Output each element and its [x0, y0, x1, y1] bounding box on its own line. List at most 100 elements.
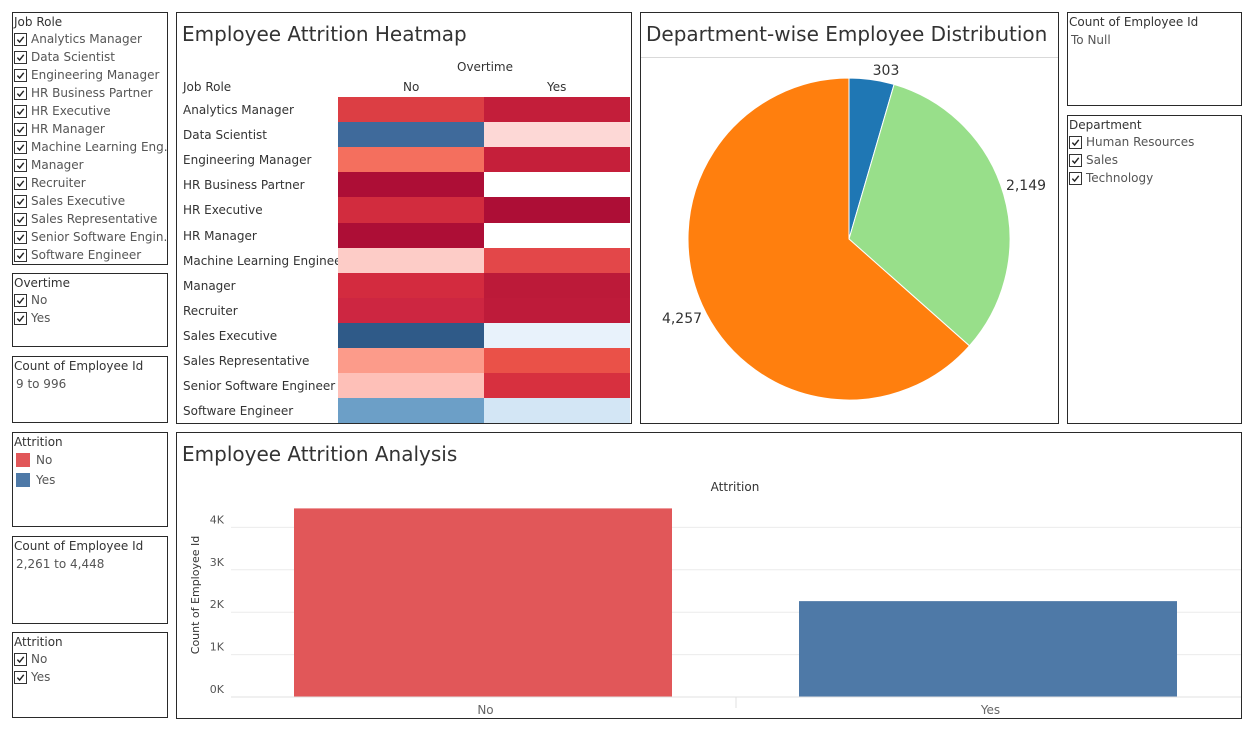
filter-item-manager[interactable]: Manager	[13, 156, 167, 174]
heatmap-col-no: No	[403, 80, 420, 94]
checkbox-checked-icon[interactable]	[14, 68, 27, 82]
heatmap-row-label: Recruiter	[183, 303, 238, 318]
checkbox-checked-icon[interactable]	[14, 311, 27, 325]
legend-item-no[interactable]: No	[16, 450, 167, 470]
bar-no[interactable]	[294, 508, 672, 697]
filter-item-human-resources[interactable]: Human Resources	[1068, 133, 1241, 151]
filter-item-machine-learning-eng[interactable]: Machine Learning Eng..	[13, 138, 167, 156]
heatmap-cell-recruiter-yes[interactable]	[484, 297, 630, 324]
heatmap-cell-manager-no[interactable]	[338, 272, 484, 299]
filter-item-recruiter[interactable]: Recruiter	[13, 174, 167, 192]
pie-slice-sales[interactable]	[848, 83, 1011, 347]
filter-item-label: Human Resources	[1086, 135, 1195, 149]
heatmap-row-label: Analytics Manager	[183, 103, 294, 117]
heatmap-cell-analytics-manager-no[interactable]	[338, 97, 484, 123]
checkbox-checked-icon[interactable]	[14, 670, 27, 684]
filter-item-label: Sales	[1086, 153, 1118, 167]
y-tick-label: 2K	[210, 598, 225, 611]
count-range-filter-3[interactable]: Count of Employee Id To Null	[1067, 12, 1242, 106]
heatmap-cell-data-scientist-yes[interactable]	[484, 122, 630, 148]
filter-item-technology[interactable]: Technology	[1068, 169, 1241, 187]
checkbox-checked-icon[interactable]	[14, 50, 27, 64]
checkbox-checked-icon[interactable]	[14, 293, 27, 307]
filter-item-label: Machine Learning Eng..	[31, 140, 167, 154]
checkbox-checked-icon[interactable]	[14, 104, 27, 118]
heatmap-cell-data-scientist-no[interactable]	[338, 122, 484, 148]
checkbox-checked-icon[interactable]	[14, 194, 27, 208]
checkbox-checked-icon[interactable]	[14, 652, 27, 666]
filter-item-no[interactable]: No	[13, 650, 167, 668]
filter-item-sales-representative[interactable]: Sales Representative	[13, 210, 167, 228]
heatmap-cell-software-engineer-yes[interactable]	[484, 398, 630, 423]
heatmap-cell-sales-representative-yes[interactable]	[484, 348, 630, 374]
heatmap-cell-senior-software-engineer-yes[interactable]	[484, 373, 630, 399]
filter-item-label: Manager	[31, 158, 84, 172]
pie-panel: Department-wise Employee Distribution 30…	[640, 12, 1059, 424]
filter-item-yes[interactable]: Yes	[13, 309, 167, 327]
heatmap-cell-hr-business-partner-yes[interactable]	[484, 172, 630, 198]
attrition-filter-title: Attrition	[14, 635, 63, 649]
filter-item-hr-business-partner[interactable]: HR Business Partner	[13, 84, 167, 102]
filter-item-analytics-manager[interactable]: Analytics Manager	[13, 30, 167, 48]
checkbox-checked-icon[interactable]	[14, 248, 27, 262]
filter-item-sales-executive[interactable]: Sales Executive	[13, 192, 167, 210]
heatmap-cell-sales-executive-no[interactable]	[338, 322, 484, 349]
heatmap-row-label: Data Scientist	[183, 128, 267, 143]
heatmap-title: Employee Attrition Heatmap	[182, 22, 467, 46]
heatmap-cell-sales-representative-no[interactable]	[338, 348, 484, 374]
filter-item-engineering-manager[interactable]: Engineering Manager	[13, 66, 167, 84]
heatmap-cell-analytics-manager-yes[interactable]	[484, 97, 630, 123]
bar-yes[interactable]	[799, 601, 1177, 697]
heatmap-cell-recruiter-no[interactable]	[338, 297, 484, 324]
heatmap-cell-hr-executive-yes[interactable]	[484, 197, 630, 223]
department-filter: Department Human Resources Sales Technolog…	[1067, 115, 1242, 424]
checkbox-checked-icon[interactable]	[14, 122, 27, 136]
pie-slice-technology[interactable]	[687, 77, 971, 401]
heatmap-col-yes: Yes	[547, 80, 567, 94]
attrition-filter: Attrition No Yes	[12, 632, 168, 718]
checkbox-checked-icon[interactable]	[14, 32, 27, 46]
heatmap-cell-senior-software-engineer-no[interactable]	[338, 373, 484, 399]
heatmap-cell-hr-manager-yes[interactable]	[484, 222, 630, 248]
count-range-value-3: To Null	[1071, 33, 1111, 47]
checkbox-checked-icon[interactable]	[14, 176, 27, 190]
legend-label-yes: Yes	[36, 473, 56, 487]
filter-item-sales[interactable]: Sales	[1068, 151, 1241, 169]
heatmap-col-group-header: Overtime	[457, 60, 513, 74]
filter-item-software-engineer[interactable]: Software Engineer	[13, 246, 167, 264]
heatmap-cell-hr-manager-no[interactable]	[338, 222, 484, 248]
checkbox-checked-icon[interactable]	[1069, 171, 1082, 185]
filter-item-label: Engineering Manager	[31, 68, 160, 82]
checkbox-checked-icon[interactable]	[14, 140, 27, 154]
heatmap-cell-hr-executive-no[interactable]	[338, 197, 484, 223]
filter-item-label: HR Manager	[31, 122, 105, 136]
checkbox-checked-icon[interactable]	[14, 86, 27, 100]
heatmap-cell-software-engineer-no[interactable]	[338, 398, 484, 423]
heatmap-cell-engineering-manager-no[interactable]	[338, 147, 484, 173]
pie-label-technology: 4,257	[662, 311, 702, 327]
checkbox-checked-icon[interactable]	[1069, 135, 1082, 149]
count-range-title-3: Count of Employee Id	[1069, 15, 1199, 29]
filter-item-no[interactable]: No	[13, 291, 167, 309]
filter-item-data-scientist[interactable]: Data Scientist	[13, 48, 167, 66]
pie-label-sales: 2,149	[1006, 178, 1046, 194]
heatmap-cell-machine-learning-engineer-no[interactable]	[338, 247, 484, 273]
legend-item-yes[interactable]: Yes	[16, 470, 167, 490]
heatmap-cell-engineering-manager-yes[interactable]	[484, 147, 630, 173]
bar-title: Employee Attrition Analysis	[182, 442, 458, 466]
checkbox-checked-icon[interactable]	[14, 158, 27, 172]
overtime-list: No Yes	[13, 291, 167, 327]
filter-item-yes[interactable]: Yes	[13, 668, 167, 686]
heatmap-cell-sales-executive-yes[interactable]	[484, 322, 630, 349]
checkbox-checked-icon[interactable]	[14, 230, 27, 244]
count-range-filter-2[interactable]: Count of Employee Id 2,261 to 4,448	[12, 536, 168, 624]
heatmap-cell-hr-business-partner-no[interactable]	[338, 172, 484, 198]
checkbox-checked-icon[interactable]	[1069, 153, 1082, 167]
checkbox-checked-icon[interactable]	[14, 212, 27, 226]
filter-item-senior-software-engin[interactable]: Senior Software Engin..	[13, 228, 167, 246]
heatmap-cell-machine-learning-engineer-yes[interactable]	[484, 247, 630, 273]
count-range-filter-1[interactable]: Count of Employee Id 9 to 996	[12, 356, 168, 423]
filter-item-hr-executive[interactable]: HR Executive	[13, 102, 167, 120]
filter-item-hr-manager[interactable]: HR Manager	[13, 120, 167, 138]
heatmap-cell-manager-yes[interactable]	[484, 272, 630, 299]
